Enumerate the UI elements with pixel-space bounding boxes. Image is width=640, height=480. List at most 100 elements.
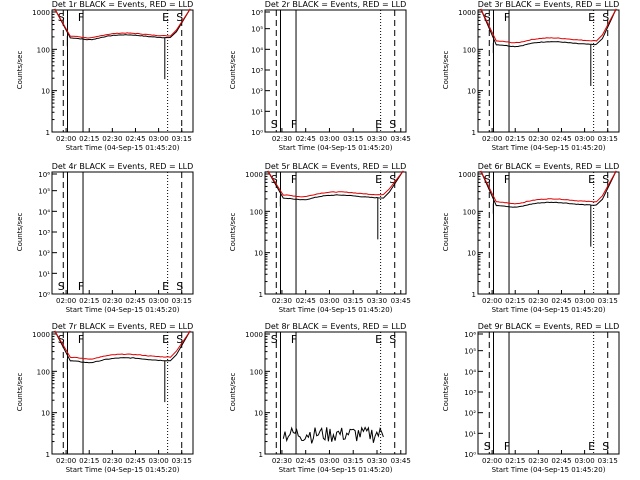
marker-label-f: F xyxy=(291,173,297,186)
x-tick-label: 02:45 xyxy=(296,135,316,143)
series-events xyxy=(282,426,384,444)
marker-label-s: S xyxy=(58,11,65,24)
x-tick-label: 03:45 xyxy=(391,135,411,143)
y-tick-label: 100 xyxy=(463,46,476,54)
y-axis-label: Counts/sec xyxy=(442,213,450,252)
x-tick-label: 03:30 xyxy=(367,457,387,465)
x-tick-label: 02:15 xyxy=(79,135,99,143)
x-tick-label: 03:15 xyxy=(598,135,618,143)
panel-title: Det 8r BLACK = Events, RED = LLD xyxy=(265,322,407,331)
x-tick-label: 02:30 xyxy=(102,135,122,143)
y-tick-label: 1 xyxy=(472,291,476,299)
x-tick-label: 02:45 xyxy=(296,457,316,465)
series-lld xyxy=(480,170,617,205)
marker-label-s: S xyxy=(602,440,609,453)
plot-frame xyxy=(264,9,407,133)
y-tick-label: 10² xyxy=(38,250,50,258)
marker-label-f: F xyxy=(504,11,510,24)
y-tick-label: 100 xyxy=(37,46,50,54)
y-axis-label: Counts/sec xyxy=(229,373,237,412)
y-axis-label: Counts/sec xyxy=(16,213,24,252)
plot-frame xyxy=(264,171,407,295)
y-tick-label: 1000 xyxy=(458,9,476,17)
x-tick-label: 03:15 xyxy=(598,457,618,465)
x-tick-label: 02:30 xyxy=(272,135,292,143)
y-axis-label: Counts/sec xyxy=(229,51,237,90)
panel-det-4r: Det 4r BLACK = Events, RED = LLD 10⁰ 10¹ 10… xyxy=(16,162,194,314)
marker-label-s: S xyxy=(58,333,65,346)
y-tick-label: 10⁵ xyxy=(251,26,263,34)
y-tick-label: 10⁵ xyxy=(38,188,50,196)
x-tick-label: 02:15 xyxy=(505,135,525,143)
marker-label-f: F xyxy=(78,280,84,293)
y-tick-label: 100 xyxy=(250,368,263,376)
x-tick-label: 02:30 xyxy=(272,297,292,305)
y-tick-label: 10⁶ xyxy=(38,171,50,179)
marker-label-s: S xyxy=(389,118,396,131)
x-tick-label: 02:15 xyxy=(79,457,99,465)
x-axis-label: Start Time (04-Sep-15 01:45:20) xyxy=(66,466,180,474)
x-axis-label: Start Time (04-Sep-15 01:45:20) xyxy=(66,306,180,314)
x-axis-label: Start Time (04-Sep-15 01:45:20) xyxy=(279,466,393,474)
y-tick-label: 10⁵ xyxy=(464,348,476,356)
marker-label-f: F xyxy=(78,11,84,24)
marker-label-e: E xyxy=(375,118,382,131)
x-tick-label: 03:00 xyxy=(575,457,595,465)
series-lld xyxy=(54,8,191,39)
x-tick-label: 02:00 xyxy=(482,135,502,143)
x-tick-label: 02:30 xyxy=(102,457,122,465)
marker-label-s: S xyxy=(484,11,491,24)
x-tick-label: 02:30 xyxy=(272,457,292,465)
x-tick-label: 02:15 xyxy=(79,297,99,305)
x-tick-label: 02:00 xyxy=(56,135,76,143)
x-tick-label: 02:45 xyxy=(551,297,571,305)
y-axis-label: Counts/sec xyxy=(442,373,450,412)
panel-title: Det 3r BLACK = Events, RED = LLD xyxy=(478,0,620,9)
panel-det-5r: Det 5r BLACK = Events, RED = LLD 1 10 100 10… xyxy=(229,162,411,314)
series-events xyxy=(480,170,617,208)
marker-label-s: S xyxy=(58,280,65,293)
panel-title: Det 1r BLACK = Events, RED = LLD xyxy=(52,0,194,9)
x-tick-label: 03:00 xyxy=(319,297,339,305)
x-tick-label: 02:30 xyxy=(528,135,548,143)
marker-label-e: E xyxy=(588,11,595,24)
plot-frame xyxy=(51,171,194,295)
x-axis-label: Start Time (04-Sep-15 01:45:20) xyxy=(279,306,393,314)
y-tick-label: 10¹ xyxy=(38,270,50,278)
x-tick-label: 03:45 xyxy=(391,457,411,465)
marker-label-e: E xyxy=(162,11,169,24)
marker-label-e: E xyxy=(375,333,382,346)
x-tick-label: 02:45 xyxy=(551,135,571,143)
panel-title: Det 4r BLACK = Events, RED = LLD xyxy=(52,162,194,171)
panel-det-6r: Det 6r BLACK = Events, RED = LLD 1 10 100 10… xyxy=(442,162,620,314)
marker-label-e: E xyxy=(162,333,169,346)
marker-label-s: S xyxy=(271,173,278,186)
marker-label-e: E xyxy=(588,440,595,453)
x-tick-label: 03:15 xyxy=(172,135,192,143)
y-tick-label: 10¹ xyxy=(251,108,263,116)
y-axis-label: Counts/sec xyxy=(16,373,24,412)
x-tick-label: 02:45 xyxy=(125,135,145,143)
panel-det-8r: Det 8r BLACK = Events, RED = LLD 1 10 100 10… xyxy=(229,322,411,474)
y-tick-label: 10⁰ xyxy=(38,291,50,299)
x-tick-label: 02:00 xyxy=(56,457,76,465)
y-axis-label: Counts/sec xyxy=(442,51,450,90)
y-tick-label: 10³ xyxy=(464,389,476,397)
x-tick-label: 02:45 xyxy=(125,297,145,305)
panel-det-2r: Det 2r BLACK = Events, RED = LLD 10⁰ 10¹ 10… xyxy=(229,0,411,152)
series-events xyxy=(54,8,191,41)
y-tick-label: 1 xyxy=(259,291,263,299)
series-events xyxy=(267,170,404,201)
y-tick-label: 10¹ xyxy=(464,430,476,438)
x-tick-label: 03:15 xyxy=(343,457,363,465)
x-tick-label: 03:45 xyxy=(391,297,411,305)
marker-label-f: F xyxy=(291,333,297,346)
marker-label-e: E xyxy=(375,173,382,186)
x-tick-label: 03:00 xyxy=(575,135,595,143)
panel-det-3r: Det 3r BLACK = Events, RED = LLD 1 10 100 10… xyxy=(442,0,620,152)
y-tick-label: 10⁶ xyxy=(251,9,263,17)
y-tick-label: 1 xyxy=(46,451,50,459)
y-tick-label: 10⁴ xyxy=(251,46,263,54)
y-tick-label: 10² xyxy=(251,88,263,96)
series-lld xyxy=(480,8,617,44)
